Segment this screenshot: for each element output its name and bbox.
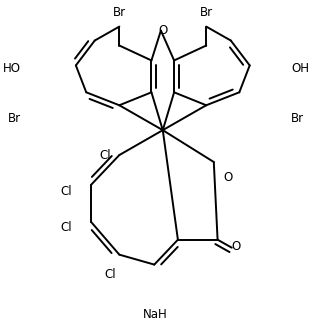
Text: Br: Br — [291, 112, 305, 125]
Text: O: O — [232, 240, 241, 253]
Text: Cl: Cl — [61, 221, 72, 234]
Text: Br: Br — [200, 6, 213, 19]
Text: Cl: Cl — [99, 148, 111, 161]
Text: HO: HO — [3, 62, 21, 75]
Text: Cl: Cl — [104, 268, 116, 281]
Text: Br: Br — [8, 112, 21, 125]
Text: OH: OH — [291, 62, 309, 75]
Text: NaH: NaH — [143, 308, 168, 321]
Text: Br: Br — [113, 6, 126, 19]
Text: O: O — [158, 24, 168, 37]
Text: Cl: Cl — [61, 185, 72, 198]
Text: O: O — [223, 172, 232, 185]
